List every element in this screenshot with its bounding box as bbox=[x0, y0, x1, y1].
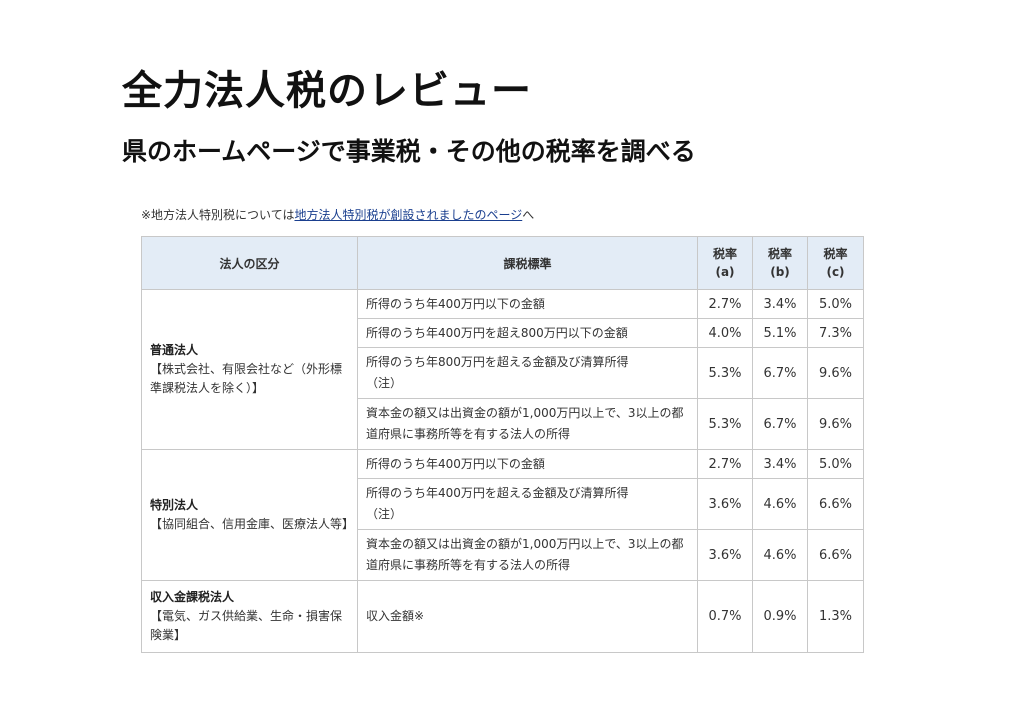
table-row: 資本金の額又は出資金の額が1,000万円以上で、3以上の都道府県に事務所等を有す… bbox=[142, 529, 864, 581]
note-suffix: へ bbox=[522, 208, 535, 222]
rate-c-cell: 1.3% bbox=[807, 580, 864, 653]
base-cell: 所得のうち年800万円を超える金額及び清算所得 （注） bbox=[357, 347, 698, 399]
table-header-row: 法人の区分 課税標準 税率 (a) 税率 (b) 税率 (c) bbox=[141, 236, 864, 290]
category-cell: 特別法人 【協同組合、信用金庫、医療法人等】 bbox=[141, 449, 358, 581]
rate-b-cell: 0.9% bbox=[752, 580, 808, 653]
category-desc: 【協同組合、信用金庫、医療法人等】 bbox=[150, 517, 355, 531]
rate-a-cell: 3.6% bbox=[697, 529, 753, 581]
rate-a-cell: 2.7% bbox=[697, 289, 753, 319]
page-title: 全力法人税のレビュー bbox=[122, 68, 532, 114]
base-cell: 収入金額※ bbox=[357, 580, 698, 653]
rate-a-cell: 5.3% bbox=[697, 398, 753, 450]
rate-c-cell: 9.6% bbox=[807, 398, 864, 450]
rate-a-cell: 4.0% bbox=[697, 318, 753, 348]
rate-c-cell: 9.6% bbox=[807, 347, 864, 399]
base-cell: 所得のうち年400万円を超える金額及び清算所得 （注） bbox=[357, 478, 698, 530]
tax-rate-table: 法人の区分 課税標準 税率 (a) 税率 (b) 税率 (c) 普通法人 【株式… bbox=[141, 236, 864, 653]
category-cell: 収入金課税法人 【電気、ガス供給業、生命・損害保険業】 bbox=[141, 580, 358, 653]
header-rate-c: 税率 (c) bbox=[807, 236, 864, 290]
table-row: 所得のうち年400万円を超え800万円以下の金額 4.0% 5.1% 7.3% bbox=[142, 318, 864, 348]
base-cell: 資本金の額又は出資金の額が1,000万円以上で、3以上の都道府県に事務所等を有す… bbox=[357, 398, 698, 450]
rate-c-cell: 6.6% bbox=[807, 529, 864, 581]
rate-b-cell: 3.4% bbox=[752, 289, 808, 319]
category-name: 普通法人 bbox=[150, 343, 199, 357]
category-cell: 普通法人 【株式会社、有限会社など（外形標準課税法人を除く）】 bbox=[141, 289, 358, 450]
rate-c-cell: 5.0% bbox=[807, 289, 864, 319]
rate-b-cell: 4.6% bbox=[752, 529, 808, 581]
category-desc: 【株式会社、有限会社など（外形標準課税法人を除く）】 bbox=[150, 362, 343, 395]
base-cell: 所得のうち年400万円以下の金額 bbox=[357, 449, 698, 479]
table-row: 所得のうち年800万円を超える金額及び清算所得 （注） 5.3% 6.7% 9.… bbox=[142, 347, 864, 399]
rate-a-cell: 5.3% bbox=[697, 347, 753, 399]
base-cell: 資本金の額又は出資金の額が1,000万円以上で、3以上の都道府県に事務所等を有す… bbox=[357, 529, 698, 581]
note-text: ※地方法人特別税については地方法人特別税が創設されましたのページへ bbox=[141, 206, 534, 223]
table-row: 収入金課税法人 【電気、ガス供給業、生命・損害保険業】 収入金額※ 0.7% 0… bbox=[141, 580, 864, 653]
base-cell: 所得のうち年400万円を超え800万円以下の金額 bbox=[357, 318, 698, 348]
rate-c-cell: 6.6% bbox=[807, 478, 864, 530]
rate-c-cell: 5.0% bbox=[807, 449, 864, 479]
note-prefix: ※地方法人特別税については bbox=[141, 208, 295, 222]
header-base: 課税標準 bbox=[357, 236, 698, 290]
rate-b-cell: 3.4% bbox=[752, 449, 808, 479]
rate-a-cell: 0.7% bbox=[697, 580, 753, 653]
rate-a-cell: 2.7% bbox=[697, 449, 753, 479]
rate-b-cell: 6.7% bbox=[752, 347, 808, 399]
base-cell: 所得のうち年400万円以下の金額 bbox=[357, 289, 698, 319]
category-name: 収入金課税法人 bbox=[150, 590, 235, 604]
header-rate-a: 税率 (a) bbox=[697, 236, 753, 290]
rate-b-cell: 5.1% bbox=[752, 318, 808, 348]
header-category: 法人の区分 bbox=[141, 236, 358, 290]
note-link[interactable]: 地方法人特別税が創設されましたのページ bbox=[294, 208, 523, 222]
category-desc: 【電気、ガス供給業、生命・損害保険業】 bbox=[150, 609, 343, 642]
rate-b-cell: 4.6% bbox=[752, 478, 808, 530]
page-subtitle: 県のホームページで事業税・その他の税率を調べる bbox=[122, 137, 696, 166]
rate-b-cell: 6.7% bbox=[752, 398, 808, 450]
rate-c-cell: 7.3% bbox=[807, 318, 864, 348]
table-row: 特別法人 【協同組合、信用金庫、医療法人等】 所得のうち年400万円以下の金額 … bbox=[141, 449, 864, 581]
rate-a-cell: 3.6% bbox=[697, 478, 753, 530]
header-rate-b: 税率 (b) bbox=[752, 236, 808, 290]
table-row: 普通法人 【株式会社、有限会社など（外形標準課税法人を除く）】 所得のうち年40… bbox=[141, 289, 864, 450]
category-name: 特別法人 bbox=[150, 498, 199, 512]
table-row: 所得のうち年400万円を超える金額及び清算所得 （注） 3.6% 4.6% 6.… bbox=[142, 478, 864, 530]
